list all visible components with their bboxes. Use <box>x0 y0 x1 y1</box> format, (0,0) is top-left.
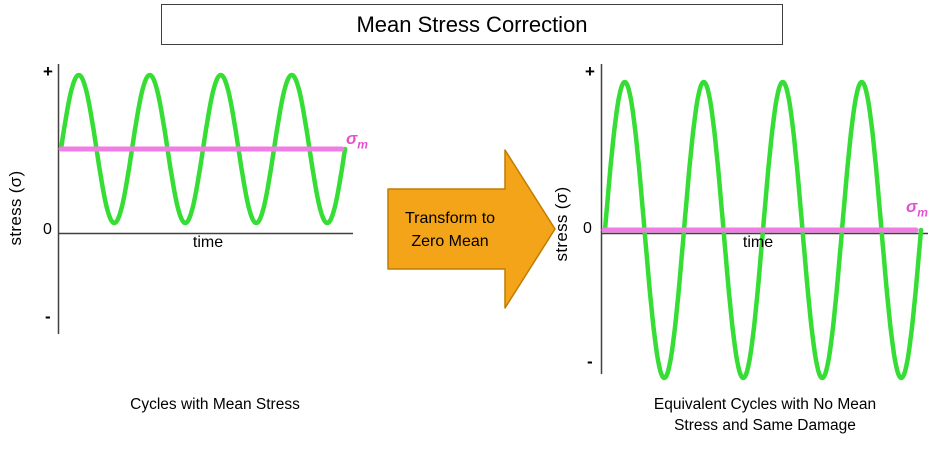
right-axis-plus-label: + <box>585 62 595 81</box>
right-y-axis-label: stress (σ) <box>552 186 571 262</box>
sigma-symbol: σ <box>906 197 918 216</box>
right-time-label: time <box>742 234 774 251</box>
left-axis-minus-label: - <box>45 307 51 326</box>
left-time-label: time <box>192 234 224 251</box>
right-axis-minus-label: - <box>587 352 593 371</box>
diagram-title: Mean Stress Correction <box>356 11 588 37</box>
sigma-subscript: m <box>357 137 368 152</box>
title-box: Mean Stress Correction <box>161 4 783 45</box>
right-axis-zero-label: 0 <box>583 220 592 237</box>
sigma-subscript: m <box>917 205 928 220</box>
left-axis-zero-label: 0 <box>43 221 52 238</box>
transform-arrow-shape <box>387 149 556 309</box>
left-plot-caption: Cycles with Mean Stress <box>130 396 300 413</box>
left-sigma-m-label: σm <box>346 129 368 151</box>
right-plot-caption: Equivalent Cycles with No Mean Stress an… <box>615 395 915 437</box>
transform-arrow-label: Transform to Zero Mean <box>404 209 496 250</box>
right-caption-line-1: Equivalent Cycles with No Mean <box>653 396 877 413</box>
right-sigma-m-label: σm <box>906 197 928 219</box>
left-y-axis-label: stress (σ) <box>6 170 25 246</box>
right-caption-line-2: Stress and Same Damage <box>674 416 856 434</box>
left-axis-plus-label: + <box>43 62 53 81</box>
sigma-symbol: σ <box>346 129 358 148</box>
